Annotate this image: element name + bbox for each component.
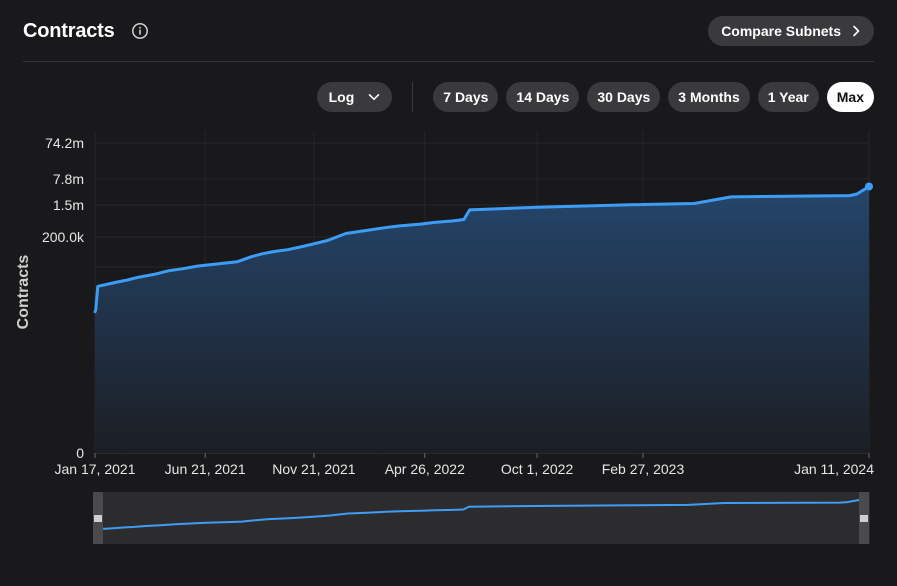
x-tick-label: Oct 1, 2022: [501, 461, 574, 477]
x-tick-label: Nov 21, 2021: [272, 461, 355, 477]
navigator-series-line: [103, 499, 860, 530]
range-1-year[interactable]: 1 Year: [757, 82, 819, 112]
navigator-left-handle[interactable]: [93, 492, 103, 544]
y-tick-label: 200.0k: [42, 229, 85, 245]
range-7-days[interactable]: 7 Days: [433, 82, 499, 112]
navigator-right-handle[interactable]: [859, 492, 869, 544]
scale-select-value: Log: [328, 89, 355, 105]
x-tick-label: Jan 17, 2021: [55, 461, 136, 477]
x-tick-label: Jan 11, 2024: [794, 461, 874, 477]
x-tick-label: Jun 21, 2021: [165, 461, 246, 477]
navigator-track: [94, 492, 870, 544]
y-axis-label: Contracts: [15, 255, 32, 330]
range-max[interactable]: Max: [826, 82, 874, 112]
y-tick-label: 74.2m: [45, 135, 84, 151]
info-icon[interactable]: [131, 22, 149, 40]
y-tick-label: 0: [76, 445, 84, 461]
controls-separator: [412, 82, 414, 112]
chevron-right-icon: [853, 25, 860, 37]
page-title: Contracts: [23, 20, 115, 42]
y-tick-label: 1.5m: [53, 197, 84, 213]
y-axis-ticks: 74.2m 7.8m 1.5m 200.0k 0: [42, 135, 85, 461]
compare-subnets-button[interactable]: Compare Subnets: [708, 16, 874, 46]
header: Contracts Compare Subnets: [23, 16, 874, 46]
contracts-area: [95, 186, 869, 453]
scale-select[interactable]: Log: [316, 82, 393, 112]
range-14-days[interactable]: 14 Days: [506, 82, 580, 112]
header-divider: [23, 61, 874, 62]
chart-controls: Log 7 Days 14 Days 30 Days 3 Months 1 Ye…: [316, 82, 874, 112]
x-axis-ticks: Jan 17, 2021 Jun 21, 2021 Nov 21, 2021 Apr …: [55, 453, 874, 477]
chevron-down-icon: [368, 94, 380, 100]
compare-subnets-label: Compare Subnets: [721, 23, 841, 39]
range-3-months[interactable]: 3 Months: [668, 82, 750, 112]
y-tick-label: 7.8m: [53, 171, 84, 187]
range-navigator[interactable]: [93, 492, 870, 544]
latest-value-point[interactable]: [865, 182, 873, 191]
range-30-days[interactable]: 30 Days: [587, 82, 661, 112]
x-tick-label: Apr 26, 2022: [385, 461, 465, 477]
x-tick-label: Feb 27, 2023: [602, 461, 685, 477]
contracts-series-line: [93, 185, 871, 314]
